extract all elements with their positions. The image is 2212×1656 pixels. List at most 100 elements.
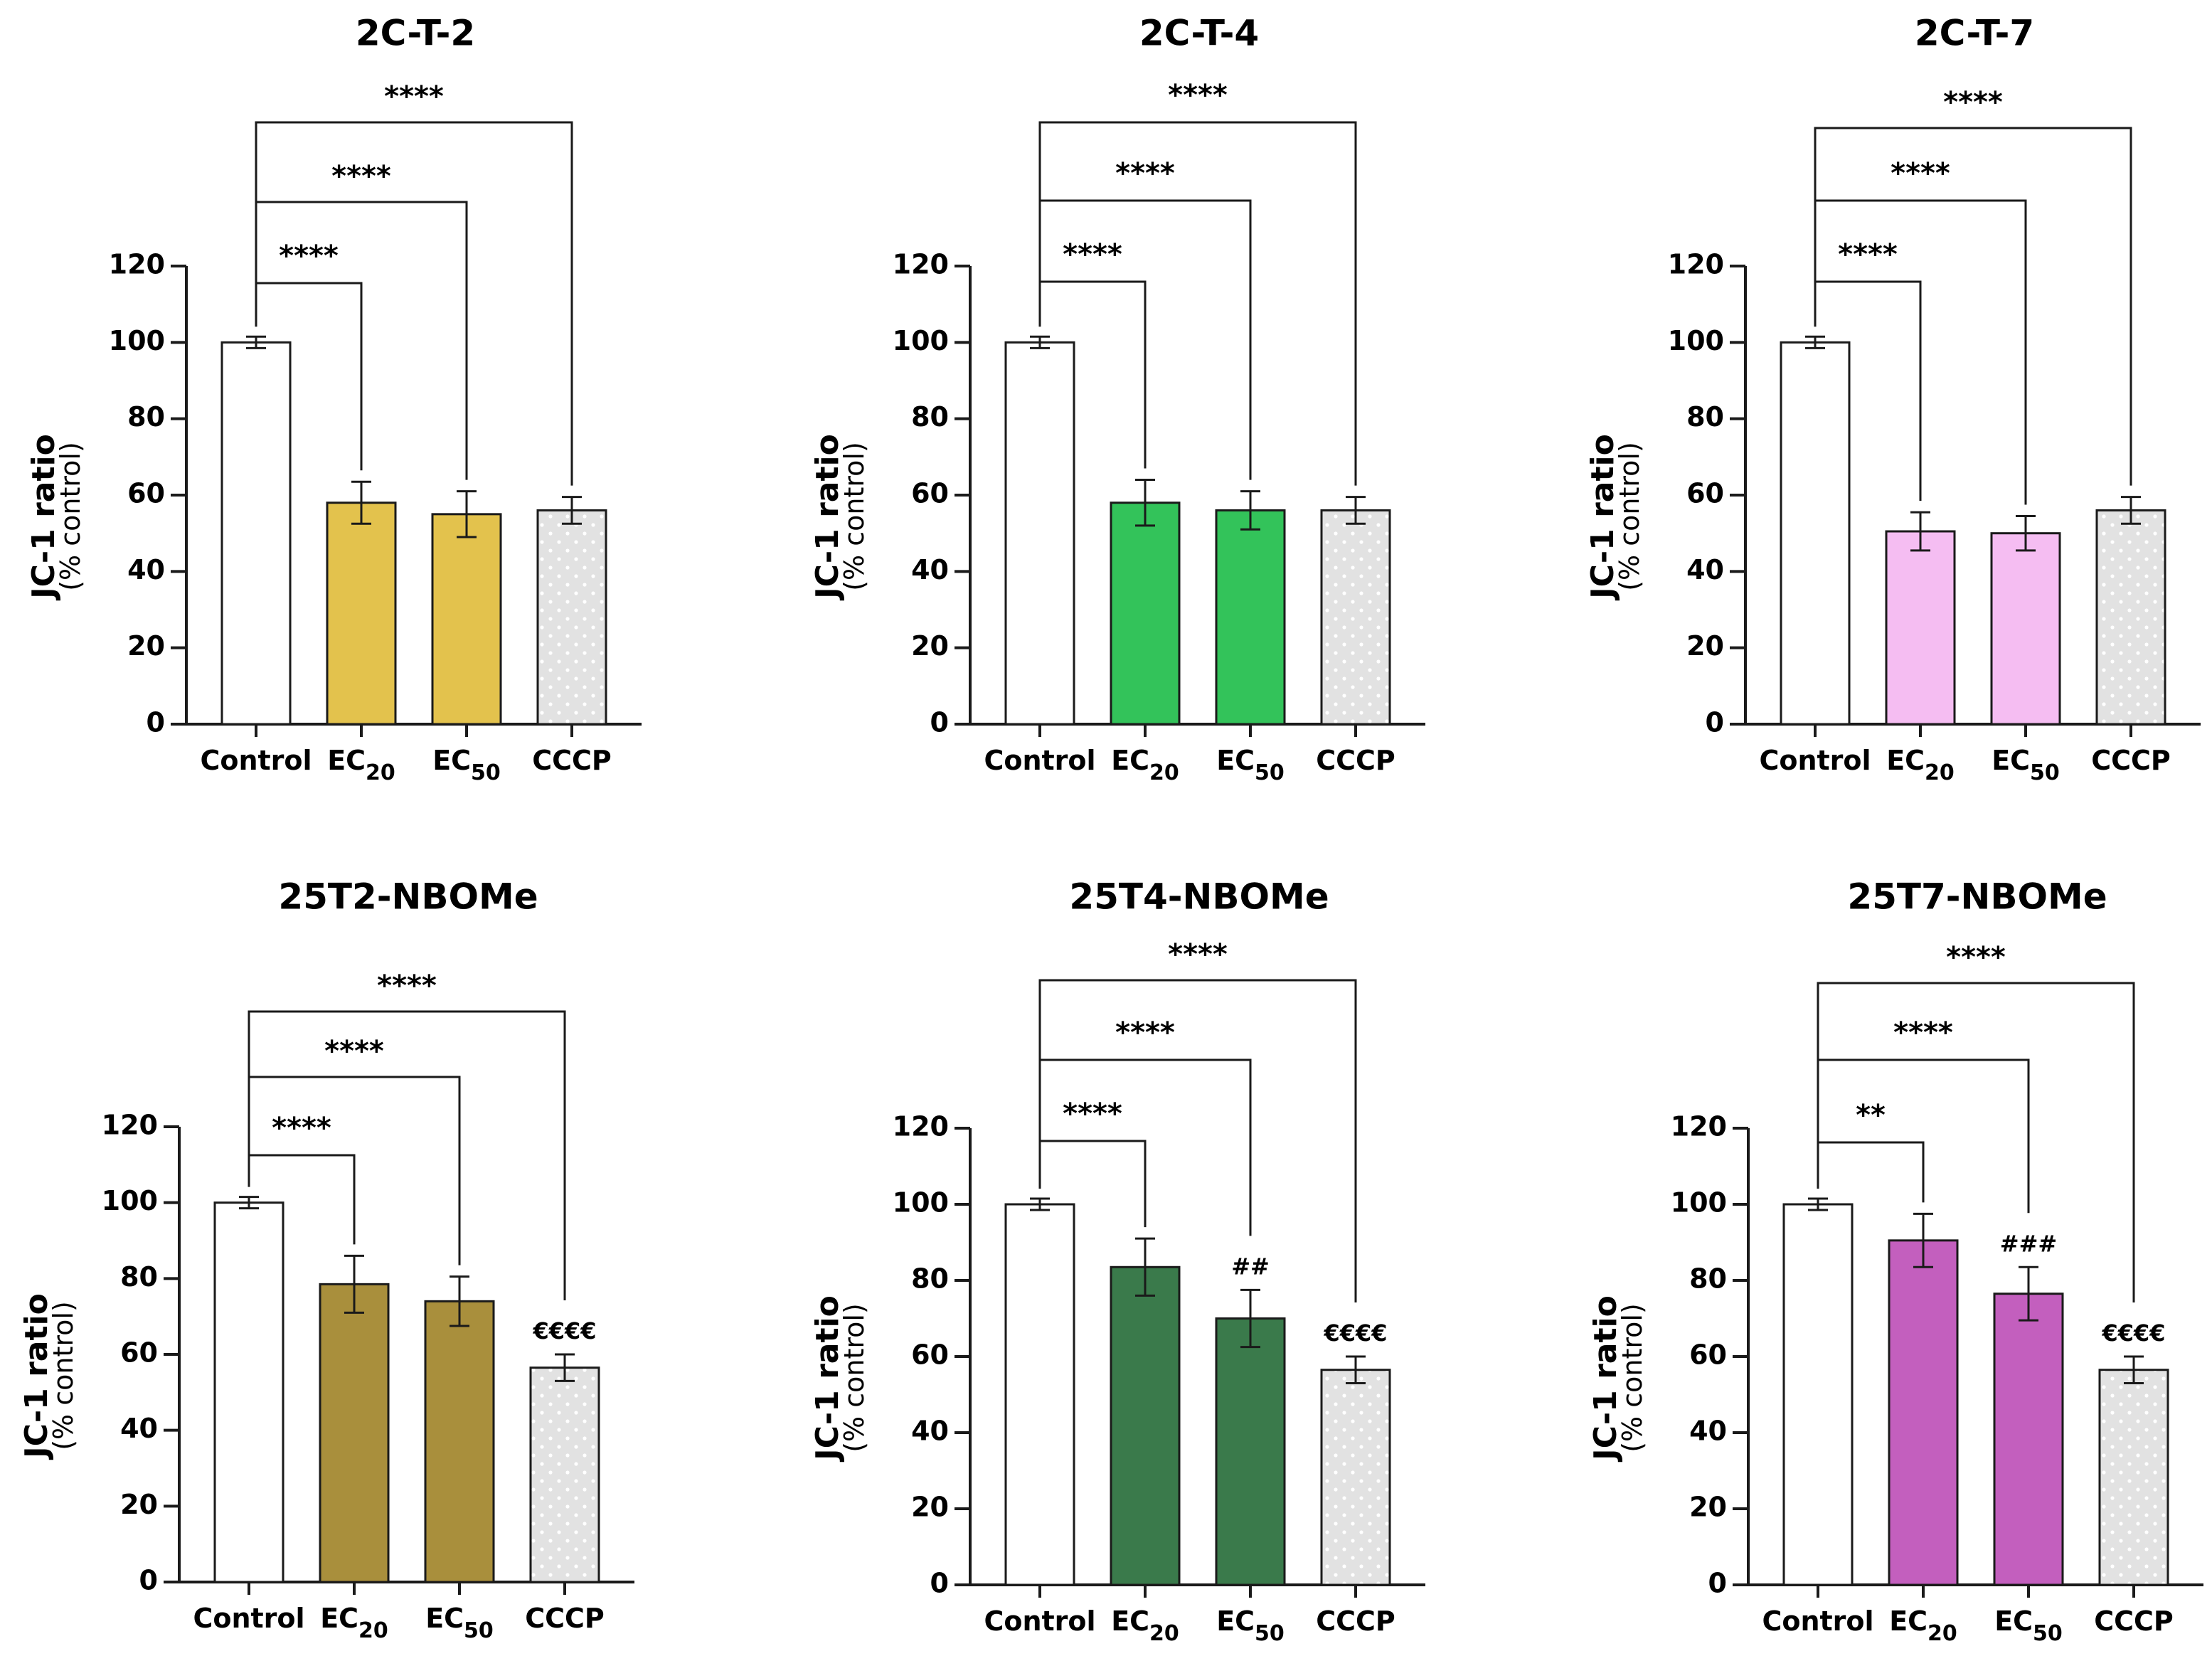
x-category-label: Control: [984, 745, 1095, 776]
y-axis-sublabel: (% control): [48, 1301, 79, 1450]
y-tick-label: 0: [1706, 707, 1724, 738]
bar-ec50: [1990, 532, 2061, 726]
significance-stars: ****: [1838, 238, 1898, 271]
bar-cccp: [529, 1366, 600, 1583]
bar-ec20: [1110, 501, 1181, 726]
y-tick-label: 100: [109, 325, 165, 356]
x-category-label: Control: [1762, 1605, 1873, 1637]
bar-control: [1782, 1203, 1854, 1586]
bar-ec50: [1215, 1317, 1286, 1586]
bar-cccp: [2098, 1369, 2169, 1586]
y-axis-sublabel: (% control): [1617, 1303, 1648, 1453]
significance-stars: ****: [1168, 79, 1228, 112]
bar-ec20: [1885, 530, 1956, 726]
y-axis-sublabel: (% control): [55, 442, 86, 591]
y-tick-label: 120: [893, 249, 949, 280]
comparison-bracket: [1814, 199, 2027, 505]
x-category-subscript: 50: [1255, 1621, 1285, 1646]
y-axis-label: JC-1 ratio: [809, 434, 846, 601]
comparison-bracket: [1038, 1058, 1252, 1236]
significance-annotation: €€€€: [2101, 1320, 2165, 1347]
significance-stars: ****: [272, 1112, 331, 1145]
comparison-bracket: [1038, 280, 1147, 469]
bar-cccp: [1320, 1369, 1391, 1586]
x-category-label: Control: [1759, 745, 1871, 776]
bar-control: [1004, 1203, 1075, 1586]
x-category-label: EC20: [1889, 1605, 1957, 1646]
x-category-subscript: 20: [1149, 760, 1179, 785]
x-category-subscript: 20: [1927, 1621, 1957, 1646]
x-category-label: EC50: [1216, 745, 1285, 785]
significance-annotation: €€€€: [532, 1317, 596, 1344]
y-tick-label: 100: [1668, 325, 1724, 356]
x-category-subscript: 50: [2030, 760, 2060, 785]
comparison-bracket: [1817, 982, 2135, 1302]
x-category-label: EC50: [432, 745, 501, 785]
y-tick-label: 120: [109, 249, 165, 280]
y-tick-label: 60: [1689, 1339, 1727, 1371]
y-tick-label: 120: [1668, 249, 1724, 280]
x-category-label: CCCP: [1316, 745, 1395, 776]
y-tick-label: 0: [139, 1565, 158, 1596]
comparison-bracket: [1814, 127, 2132, 486]
y-tick-label: 60: [127, 478, 165, 509]
comparison-bracket: [1038, 979, 1357, 1302]
significance-stars: ****: [1063, 238, 1122, 271]
y-tick-label: 100: [893, 325, 949, 356]
x-category-label: EC20: [320, 1603, 388, 1643]
comparison-bracket: [1038, 1140, 1147, 1228]
y-tick-label: 120: [102, 1110, 158, 1141]
y-axis-label: JC-1 ratio: [1588, 1295, 1624, 1463]
significance-stars: ****: [1168, 938, 1228, 971]
y-tick-label: 20: [1686, 630, 1724, 662]
x-category-subscript: 20: [1149, 1621, 1179, 1646]
bar-control: [213, 1201, 285, 1583]
x-category-label: Control: [193, 1603, 304, 1634]
bar-control: [1780, 341, 1851, 726]
y-tick-label: 40: [1689, 1416, 1727, 1447]
y-tick-label: 60: [1686, 478, 1724, 509]
x-category-label: CCCP: [2091, 745, 2171, 776]
x-category-subscript: 50: [1255, 760, 1285, 785]
x-category-subscript: 20: [366, 760, 395, 785]
x-category-label: Control: [984, 1605, 1095, 1637]
significance-annotation: €€€€: [1323, 1320, 1387, 1347]
bar-ec50: [1215, 509, 1286, 726]
y-axis-sublabel: (% control): [839, 1303, 870, 1453]
significance-stars: ****: [1063, 1098, 1122, 1130]
x-category-label: EC50: [1992, 745, 2060, 785]
y-tick-label: 20: [127, 630, 165, 662]
x-category-label: CCCP: [2094, 1605, 2174, 1637]
significance-stars: ****: [1946, 941, 2006, 974]
y-tick-label: 60: [120, 1337, 158, 1369]
significance-stars: ****: [331, 160, 391, 193]
y-tick-label: 20: [120, 1489, 158, 1520]
significance-stars: ****: [1943, 86, 2003, 119]
comparison-bracket: [255, 201, 468, 480]
chart-panel-1: 2C-T-2 JC-1 ratio(% control) 0 20 40 60 80 100 1…: [26, 13, 642, 785]
x-category-subscript: 50: [2033, 1621, 2063, 1646]
bar-cccp: [536, 509, 607, 726]
bar-ec50: [424, 1300, 495, 1583]
y-tick-label: 60: [911, 478, 949, 509]
x-category-label: EC20: [1111, 745, 1179, 785]
x-category-label: EC20: [327, 745, 395, 785]
comparison-bracket: [1817, 1141, 1925, 1203]
significance-stars: ****: [324, 1035, 384, 1068]
y-axis-sublabel: (% control): [1614, 442, 1645, 591]
y-axis-label: JC-1 ratio: [26, 434, 62, 601]
y-tick-label: 0: [147, 707, 165, 738]
y-axis-sublabel: (% control): [839, 442, 870, 591]
x-category-subscript: 20: [358, 1618, 388, 1643]
y-axis-label: JC-1 ratio: [1585, 434, 1621, 601]
comparison-bracket: [248, 1154, 356, 1245]
y-tick-label: 0: [930, 1568, 949, 1599]
significance-stars: ****: [377, 970, 437, 1002]
y-tick-label: 20: [1689, 1492, 1727, 1523]
y-axis-label: JC-1 ratio: [18, 1293, 55, 1460]
chart-panel-2: 2C-T-4 JC-1 ratio(% control) 0 20 40 60 80 100 1…: [809, 13, 1425, 785]
y-tick-label: 40: [127, 554, 165, 585]
chart-panel-6: 25T7-NBOMe JC-1 ratio(% control) 0 20 40 60 80…: [1588, 876, 2203, 1646]
significance-stars: ****: [1115, 1017, 1175, 1049]
